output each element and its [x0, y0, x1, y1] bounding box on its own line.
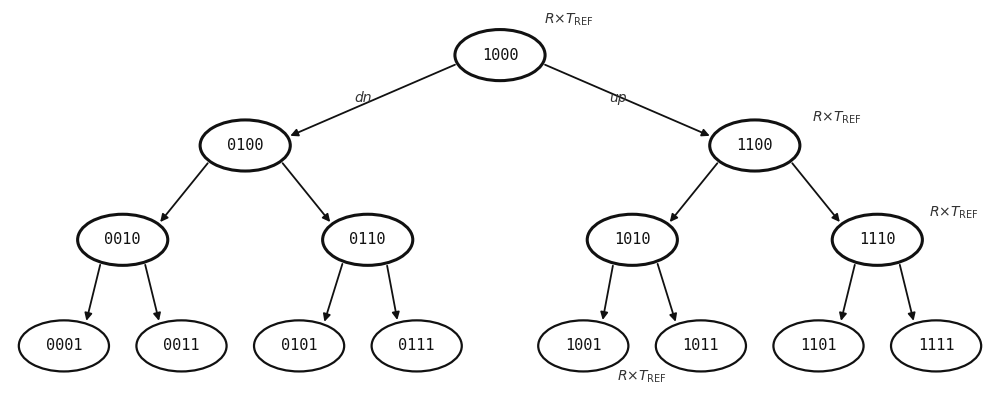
Text: 1111: 1111	[918, 338, 954, 353]
Text: $R{\times}T_{\mathrm{REF}}$: $R{\times}T_{\mathrm{REF}}$	[544, 12, 594, 28]
Text: 0101: 0101	[281, 338, 317, 353]
Ellipse shape	[200, 120, 290, 171]
Ellipse shape	[254, 320, 344, 371]
Text: 0110: 0110	[349, 232, 386, 247]
Text: 0011: 0011	[163, 338, 200, 353]
Text: 1110: 1110	[859, 232, 896, 247]
Text: 0001: 0001	[46, 338, 82, 353]
Ellipse shape	[78, 214, 168, 265]
Ellipse shape	[19, 320, 109, 371]
Ellipse shape	[136, 320, 227, 371]
Ellipse shape	[323, 214, 413, 265]
Text: 1100: 1100	[737, 138, 773, 153]
Text: $R{\times}T_{\mathrm{REF}}$: $R{\times}T_{\mathrm{REF}}$	[929, 205, 979, 221]
Ellipse shape	[773, 320, 864, 371]
Ellipse shape	[710, 120, 800, 171]
Text: $R{\times}T_{\mathrm{REF}}$: $R{\times}T_{\mathrm{REF}}$	[617, 369, 667, 385]
Text: 0010: 0010	[104, 232, 141, 247]
Text: up: up	[609, 91, 626, 105]
Ellipse shape	[587, 214, 677, 265]
Ellipse shape	[538, 320, 628, 371]
Text: 0111: 0111	[398, 338, 435, 353]
Text: dn: dn	[354, 91, 372, 105]
Text: 1000: 1000	[482, 48, 518, 63]
Ellipse shape	[832, 214, 922, 265]
Text: 1010: 1010	[614, 232, 651, 247]
Text: 1101: 1101	[800, 338, 837, 353]
Text: 1011: 1011	[683, 338, 719, 353]
Ellipse shape	[372, 320, 462, 371]
Text: 0100: 0100	[227, 138, 263, 153]
Ellipse shape	[656, 320, 746, 371]
Text: $R{\times}T_{\mathrm{REF}}$: $R{\times}T_{\mathrm{REF}}$	[812, 110, 861, 126]
Text: 1001: 1001	[565, 338, 602, 353]
Ellipse shape	[455, 30, 545, 81]
Ellipse shape	[891, 320, 981, 371]
